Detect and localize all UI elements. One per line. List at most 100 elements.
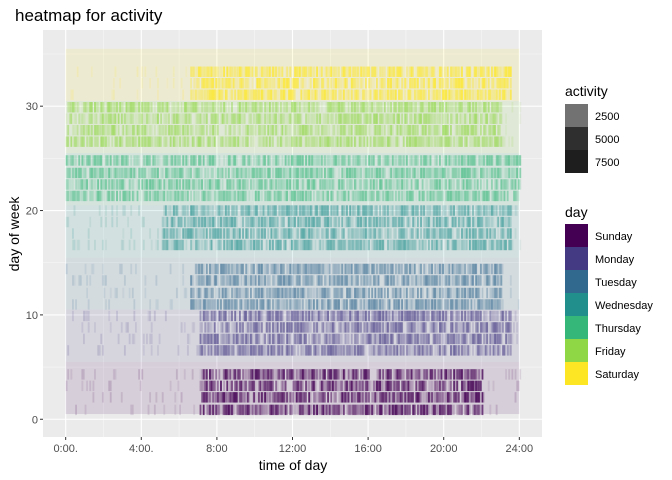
activity-cell — [108, 102, 111, 113]
activity-cell — [498, 275, 501, 286]
activity-cell — [456, 124, 459, 136]
activity-cell — [374, 322, 377, 333]
activity-cell — [177, 102, 180, 113]
activity-cell — [355, 205, 358, 216]
activity-cell — [183, 113, 186, 124]
activity-cell — [237, 136, 240, 147]
activity-cell — [338, 124, 341, 136]
activity-cell — [238, 333, 241, 345]
activity-cell — [431, 380, 433, 392]
activity-cell — [349, 310, 352, 322]
activity-cell — [399, 205, 402, 216]
activity-cell — [100, 216, 103, 228]
activity-cell — [249, 322, 252, 333]
activity-cell — [215, 205, 218, 216]
activity-cell — [295, 124, 298, 136]
activity-cell — [275, 392, 278, 403]
activity-cell — [163, 216, 166, 228]
activity-cell — [172, 216, 175, 228]
activity-cell — [194, 239, 197, 251]
activity-cell — [450, 190, 452, 202]
activity-cell — [450, 155, 452, 166]
activity-cell — [270, 124, 273, 136]
activity-cell — [440, 299, 443, 310]
activity-cell — [472, 167, 474, 179]
activity-cell — [150, 136, 153, 147]
activity-cell — [324, 299, 326, 310]
activity-cell — [472, 216, 474, 228]
activity-cell — [120, 239, 123, 251]
activity-cell — [478, 380, 481, 392]
activity-cell — [420, 113, 422, 124]
activity-cell — [306, 190, 309, 202]
activity-cell — [201, 216, 204, 228]
activity-cell — [272, 167, 274, 179]
activity-cell — [396, 155, 399, 166]
activity-cell — [287, 287, 290, 299]
activity-cell — [212, 179, 215, 190]
activity-cell — [97, 167, 100, 179]
activity-cell — [127, 102, 129, 113]
activity-cell — [168, 179, 170, 190]
activity-cell — [328, 369, 331, 380]
activity-cell — [171, 113, 174, 124]
activity-cell — [232, 205, 235, 216]
activity-cell — [517, 179, 520, 190]
activity-cell — [492, 322, 495, 333]
activity-cell — [325, 205, 328, 216]
activity-cell — [501, 239, 504, 251]
activity-cell — [330, 228, 333, 239]
activity-cell — [393, 136, 396, 147]
activity-cell — [324, 136, 326, 147]
activity-cell — [339, 275, 342, 286]
activity-cell — [413, 299, 416, 310]
activity-cell — [476, 179, 479, 190]
activity-cell — [347, 345, 350, 356]
activity-cell — [265, 380, 268, 392]
activity-cell — [108, 113, 111, 124]
activity-cell — [435, 380, 438, 392]
activity-cell — [90, 113, 93, 124]
activity-cell — [470, 155, 473, 166]
activity-cell — [473, 102, 476, 113]
activity-cell — [301, 369, 304, 380]
activity-cell — [490, 287, 493, 299]
activity-cell — [325, 287, 328, 299]
activity-cell — [67, 190, 70, 202]
activity-cell — [259, 179, 262, 190]
activity-cell — [489, 239, 492, 251]
activity-cell — [188, 167, 191, 179]
activity-cell — [453, 345, 456, 356]
activity-cell — [312, 275, 315, 286]
activity-cell — [344, 263, 347, 275]
activity-cell — [312, 113, 315, 124]
activity-cell — [175, 287, 178, 299]
activity-cell — [415, 136, 418, 147]
activity-cell — [183, 190, 186, 202]
activity-cell — [196, 205, 199, 216]
activity-cell — [155, 167, 158, 179]
activity-cell — [481, 404, 484, 416]
activity-cell — [207, 155, 210, 166]
activity-cell — [213, 392, 216, 403]
activity-cell — [320, 310, 323, 322]
activity-cell — [415, 275, 418, 286]
activity-cell — [276, 179, 279, 190]
activity-cell — [490, 155, 493, 166]
activity-cell — [506, 155, 509, 166]
activity-cell — [215, 287, 218, 299]
activity-cell — [204, 333, 207, 345]
activity-cell — [355, 369, 358, 380]
activity-cell — [487, 102, 490, 113]
activity-cell — [435, 216, 438, 228]
activity-cell — [398, 380, 400, 392]
activity-cell — [372, 216, 375, 228]
activity-cell — [465, 102, 468, 113]
activity-cell — [276, 322, 279, 333]
activity-cell — [240, 179, 243, 190]
activity-cell — [257, 322, 260, 333]
activity-cell — [413, 369, 416, 380]
activity-cell — [438, 369, 441, 380]
activity-cell — [186, 216, 189, 228]
activity-cell — [481, 287, 484, 299]
